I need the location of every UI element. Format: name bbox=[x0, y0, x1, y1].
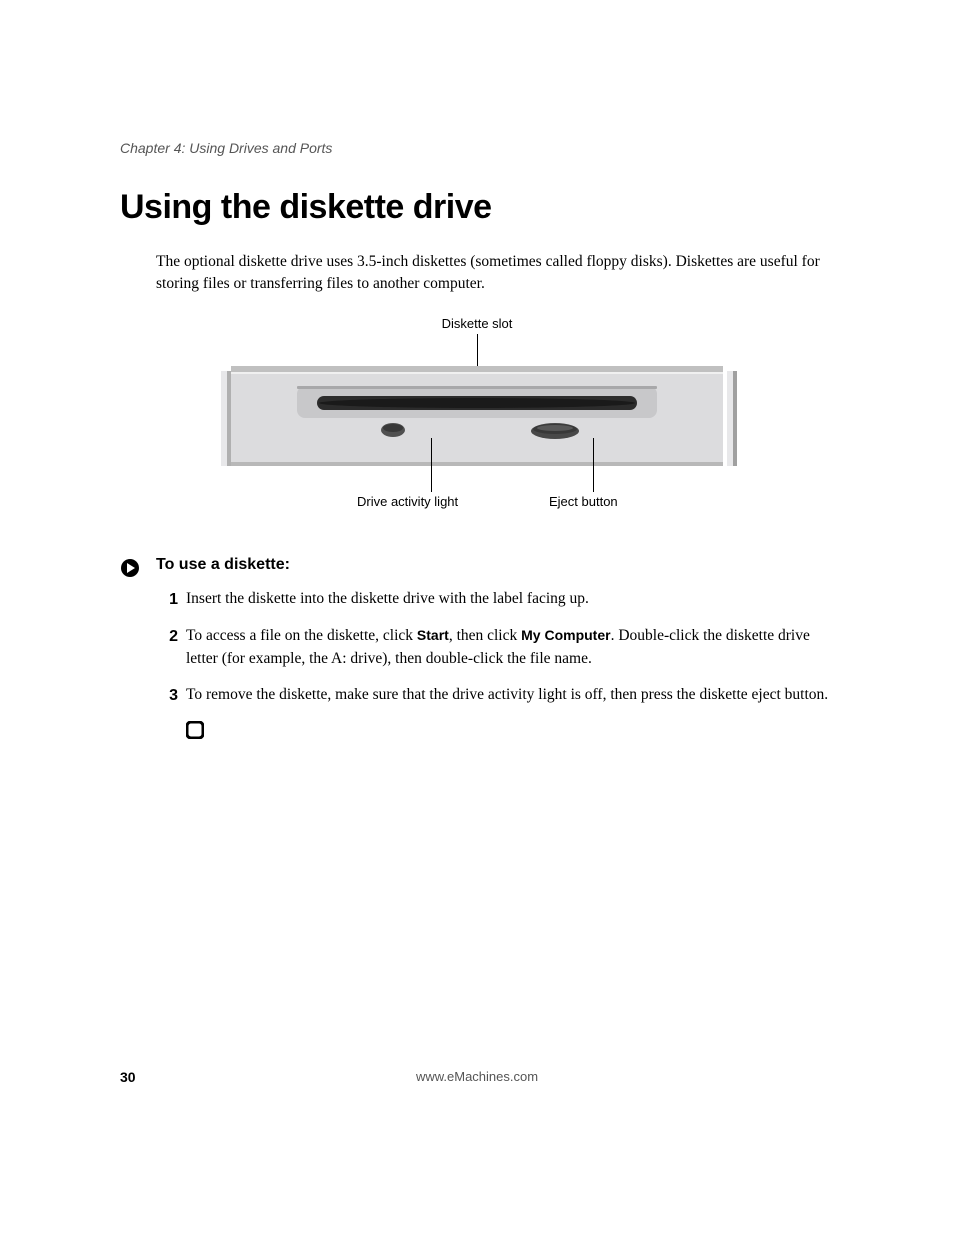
diagram-label-eject-button: Eject button bbox=[549, 494, 618, 509]
section-title: Using the diskette drive bbox=[120, 188, 834, 227]
step-text: To access a file on the diskette, click … bbox=[186, 625, 834, 670]
steps-list: 1 Insert the diskette into the diskette d… bbox=[156, 588, 834, 707]
step-text: Insert the diskette into the diskette dr… bbox=[186, 588, 834, 611]
procedure-heading: To use a diskette: bbox=[156, 556, 834, 574]
page-footer: 30 www.eMachines.com bbox=[120, 1069, 834, 1085]
document-page: Chapter 4: Using Drives and Ports Using … bbox=[0, 0, 954, 1235]
step-text: To remove the diskette, make sure that t… bbox=[186, 684, 834, 707]
procedure-block: To use a diskette: 1 Insert the diskette … bbox=[120, 556, 834, 739]
step-item: 3 To remove the diskette, make sure that … bbox=[156, 684, 834, 707]
intro-paragraph: The optional diskette drive uses 3.5-inc… bbox=[156, 251, 834, 296]
procedure-end-icon bbox=[186, 721, 204, 739]
procedure-start-icon bbox=[120, 558, 140, 578]
leader-line-eject bbox=[593, 438, 594, 492]
step-item: 2To access a file on the diskette, click… bbox=[156, 625, 834, 670]
ui-term: My Computer bbox=[521, 627, 610, 643]
diskette-drive-image bbox=[217, 366, 737, 466]
step-number: 3 bbox=[156, 684, 178, 707]
diagram-label-activity-light: Drive activity light bbox=[357, 494, 458, 509]
step-item: 1 Insert the diskette into the diskette d… bbox=[156, 588, 834, 611]
step-number: 1 bbox=[156, 588, 178, 611]
leader-line-top bbox=[477, 334, 478, 366]
page-number: 30 bbox=[120, 1069, 136, 1085]
ui-term: Start bbox=[417, 627, 449, 643]
diagram-label-slot: Diskette slot bbox=[442, 316, 513, 331]
step-number: 2 bbox=[156, 625, 178, 670]
diskette-drive-diagram: Diskette slot bbox=[217, 316, 737, 516]
chapter-header: Chapter 4: Using Drives and Ports bbox=[120, 140, 834, 156]
leader-line-activity bbox=[431, 438, 432, 492]
footer-url: www.eMachines.com bbox=[416, 1069, 538, 1084]
